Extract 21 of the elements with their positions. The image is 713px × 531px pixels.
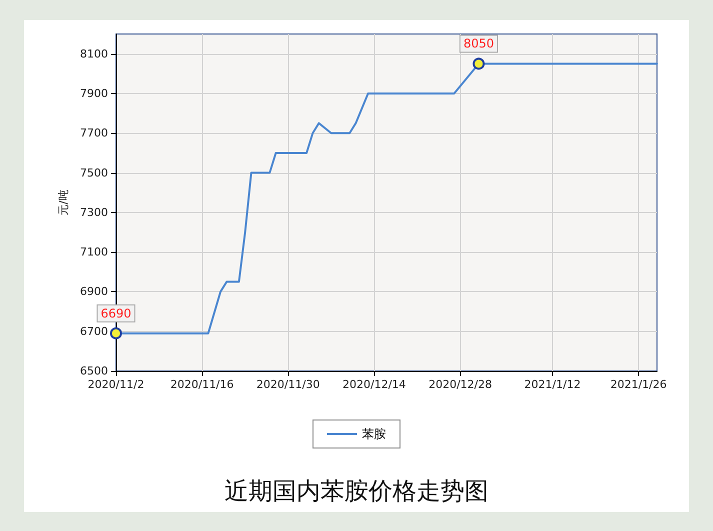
y-tick-label: 6700 bbox=[80, 324, 108, 338]
x-tick-label: 2020/11/2 bbox=[88, 378, 144, 391]
annotation: 8050 bbox=[463, 36, 494, 51]
y-tick-label: 7900 bbox=[80, 86, 108, 100]
y-tick-label: 7500 bbox=[80, 166, 108, 180]
y-tick-label: 8100 bbox=[80, 47, 108, 60]
x-tick-label: 2020/11/30 bbox=[256, 378, 320, 391]
x-tick-label: 2021/1/26 bbox=[610, 378, 667, 391]
text: 近期国内苯胺价格走势图 bbox=[224, 477, 488, 505]
x-tick-label: 2021/1/12 bbox=[524, 378, 581, 391]
y-tick-label: 7700 bbox=[80, 126, 108, 140]
y-tick-label: 6500 bbox=[80, 364, 108, 378]
x-tick-label: 2020/12/14 bbox=[342, 378, 406, 391]
x-tick-label: 2020/12/28 bbox=[428, 378, 492, 391]
y-tick-label: 7300 bbox=[80, 206, 108, 219]
x-tick-label: 2020/11/16 bbox=[170, 378, 234, 391]
y-axis-title: 元/吨 bbox=[57, 190, 70, 216]
legend-label: 苯胺 bbox=[362, 427, 386, 441]
y-tick-label: 6900 bbox=[80, 285, 108, 298]
y-tick-label: 7100 bbox=[80, 246, 108, 259]
annotation: 6690 bbox=[100, 306, 132, 320]
